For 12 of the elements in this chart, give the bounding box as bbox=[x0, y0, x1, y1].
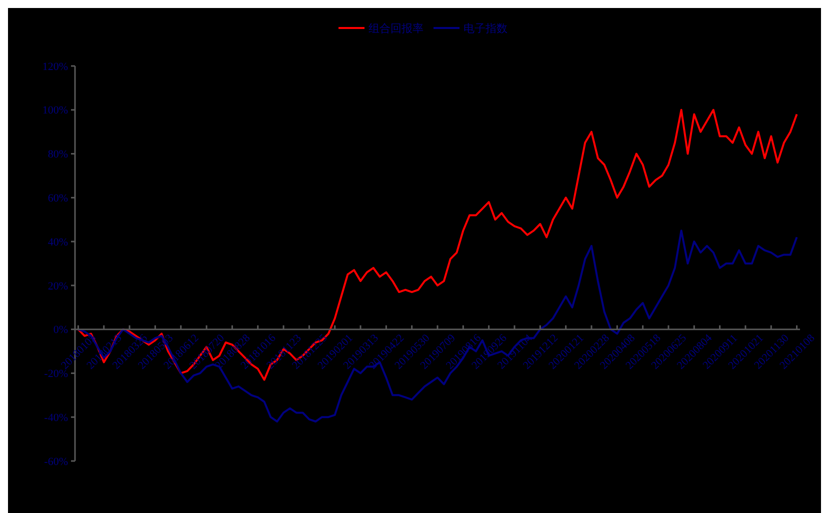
y-tick-label: 120% bbox=[42, 60, 68, 73]
y-tick-label: -40% bbox=[44, 412, 68, 424]
y-tick-label: -20% bbox=[44, 368, 68, 380]
y-tick-label: 100% bbox=[42, 104, 68, 117]
y-tick-label: 80% bbox=[48, 148, 68, 161]
y-tick-label: 20% bbox=[48, 280, 68, 292]
legend-label: 电子指数 bbox=[464, 22, 508, 35]
y-tick-label: 40% bbox=[48, 236, 68, 248]
legend-label: 组合回报率 bbox=[368, 22, 424, 35]
y-tick-label: 60% bbox=[48, 192, 68, 205]
y-tick-label: -60% bbox=[44, 456, 68, 468]
y-tick-label: 0% bbox=[53, 324, 68, 336]
